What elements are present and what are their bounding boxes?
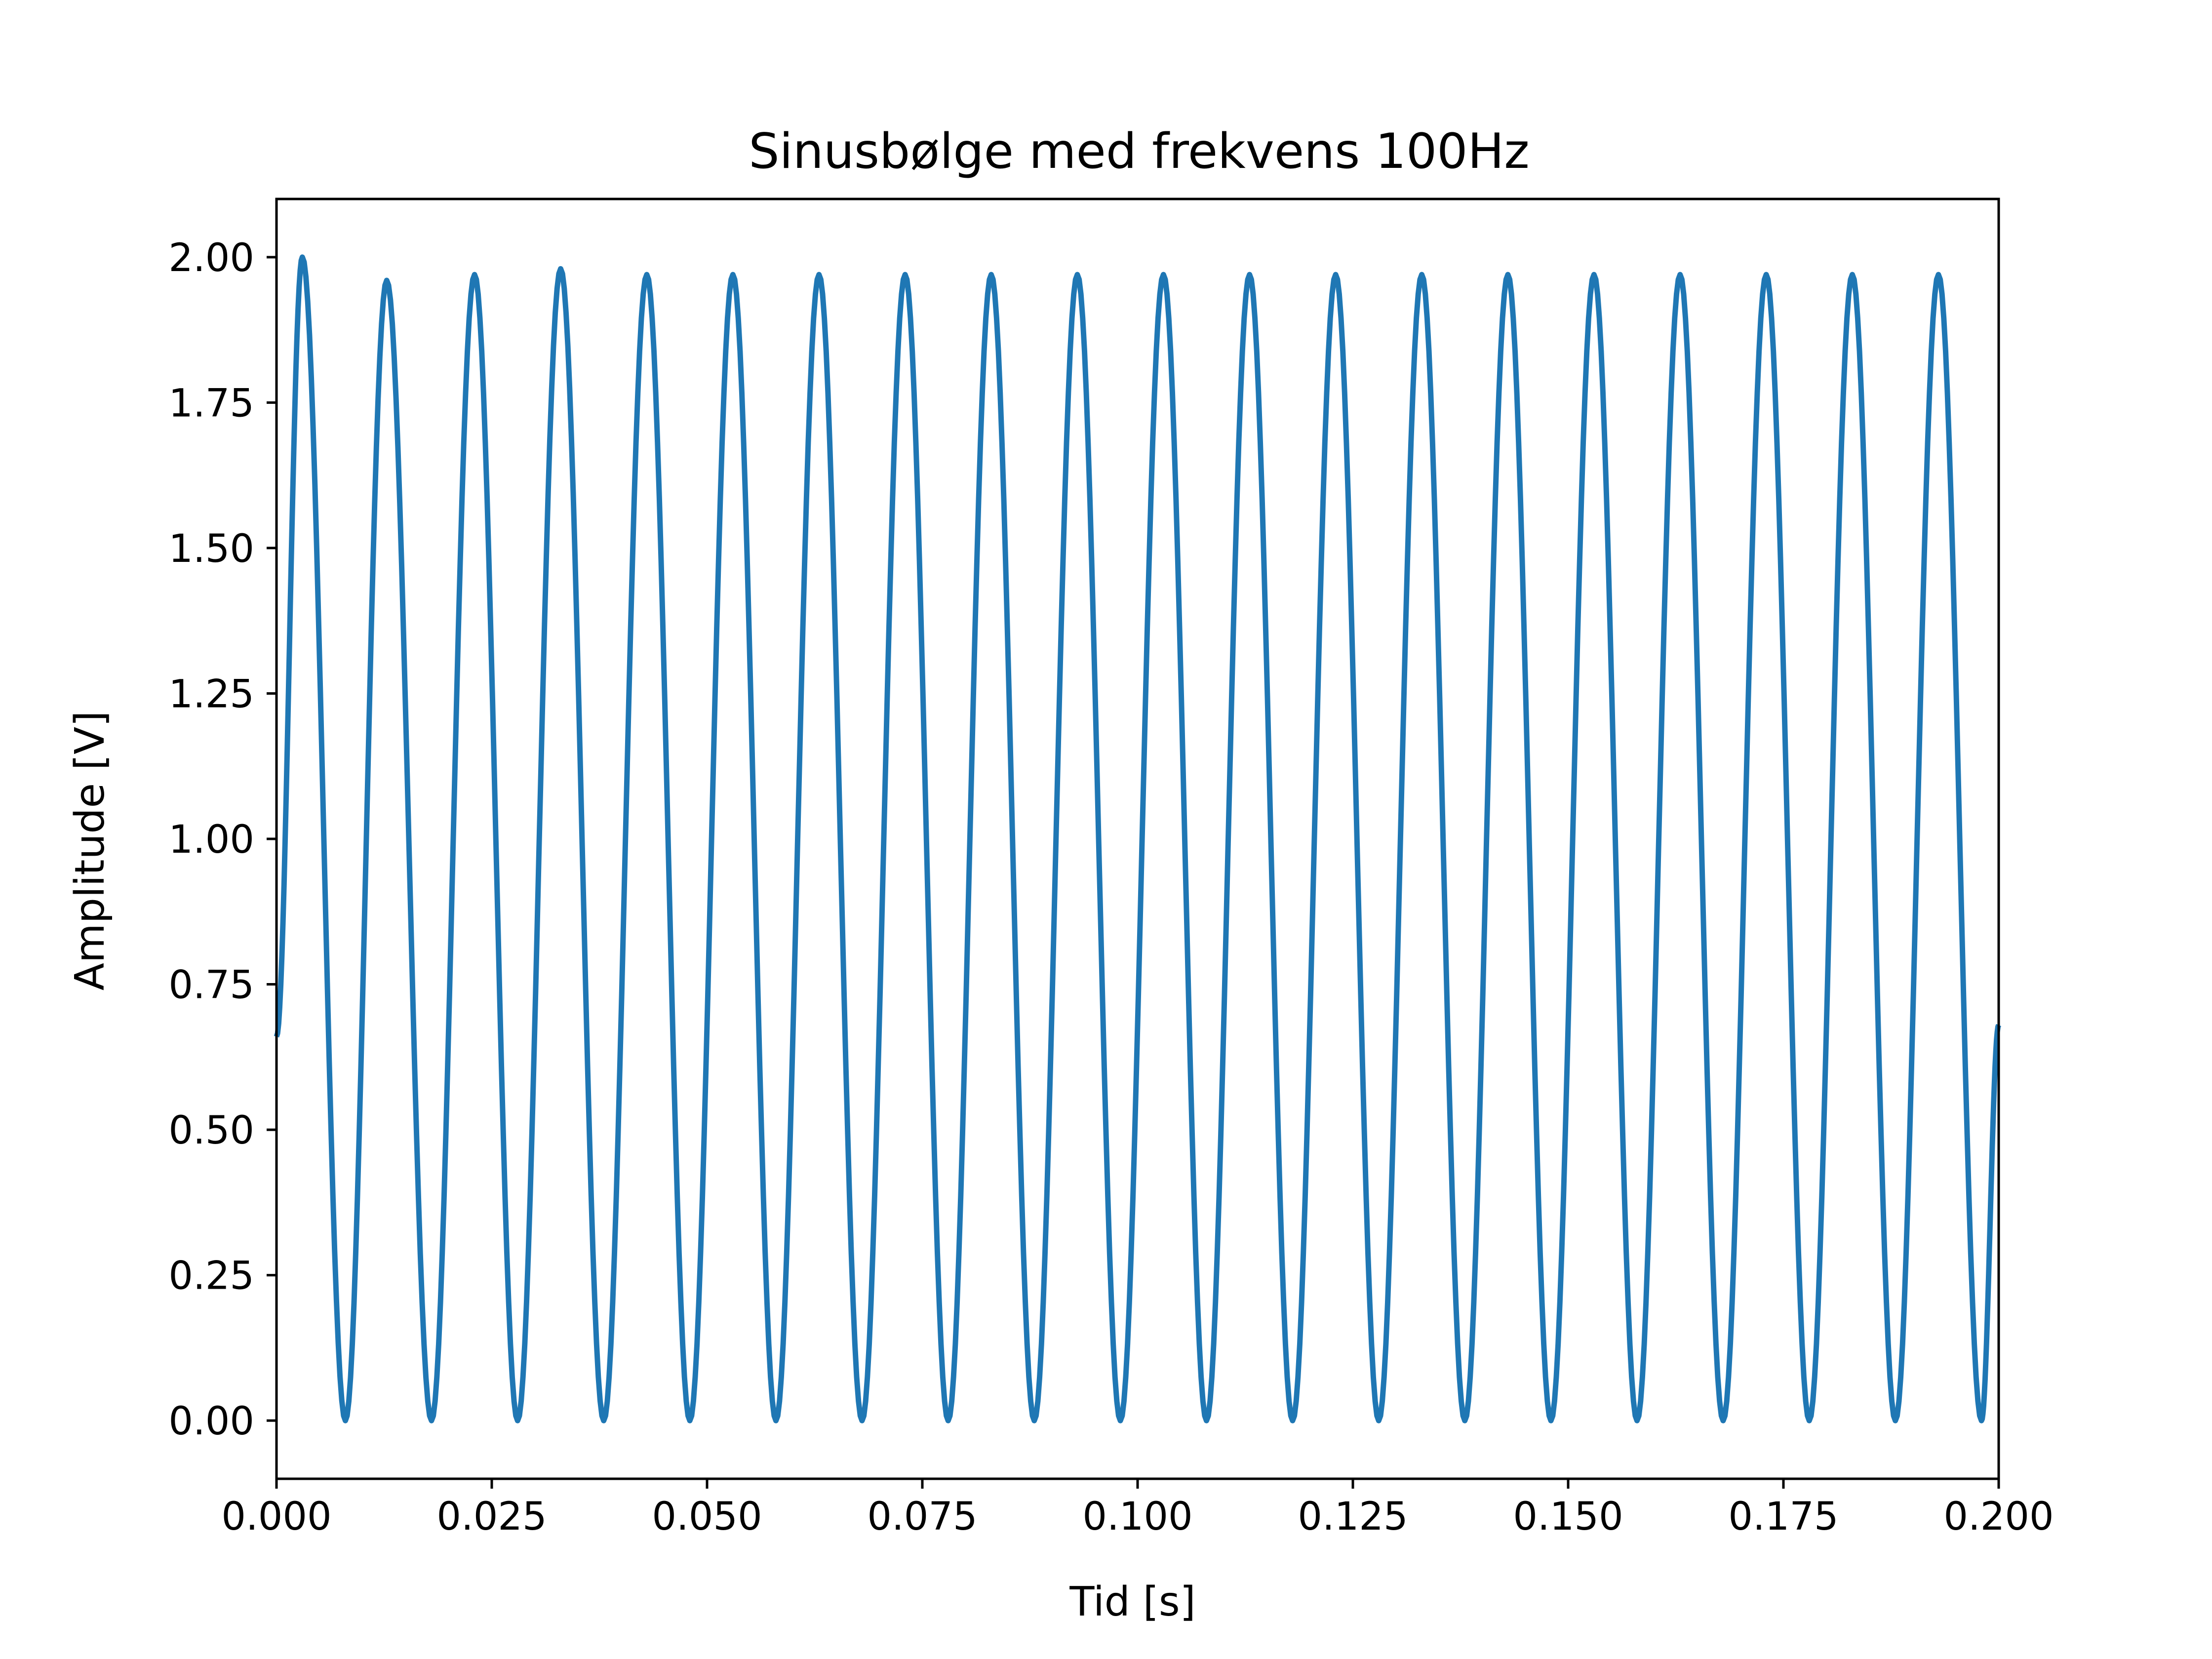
y-tick-label: 1.00 bbox=[168, 818, 254, 862]
x-tick-label: 0.125 bbox=[1298, 1495, 1408, 1539]
y-tick-label: 2.00 bbox=[168, 236, 254, 280]
chart-title: Sinusbølge med frekvens 100Hz bbox=[749, 123, 1529, 180]
y-axis-label: Amplitude [V] bbox=[67, 711, 114, 990]
x-tick-label: 0.000 bbox=[221, 1495, 331, 1539]
y-tick-label: 0.75 bbox=[168, 963, 254, 1008]
x-tick-label: 0.050 bbox=[652, 1495, 762, 1539]
x-axis: 0.000 0.025 0.050 0.075 0.100 0.125 0.150 0.175… bbox=[221, 1479, 2054, 1539]
y-tick-label: 0.25 bbox=[168, 1254, 254, 1299]
x-tick-label: 0.200 bbox=[1943, 1495, 2054, 1539]
y-tick-label: 1.25 bbox=[168, 672, 254, 716]
x-tick-label: 0.075 bbox=[867, 1495, 977, 1539]
x-tick-label: 0.150 bbox=[1513, 1495, 1623, 1539]
series-line bbox=[274, 254, 2002, 1423]
y-tick-label: 0.00 bbox=[168, 1399, 254, 1444]
x-axis-label: Tid [s] bbox=[1069, 1579, 1195, 1625]
y-tick-label: 1.50 bbox=[168, 527, 254, 571]
y-tick-label: 1.75 bbox=[168, 381, 254, 426]
x-tick-label: 0.100 bbox=[1082, 1495, 1192, 1539]
x-tick-label: 0.175 bbox=[1728, 1495, 1838, 1539]
y-tick-label: 0.50 bbox=[168, 1108, 254, 1153]
y-axis: 0.00 0.25 0.50 0.75 1.00 1.25 1.50 1.75 2.00 bbox=[168, 236, 276, 1444]
x-tick-label: 0.025 bbox=[436, 1495, 547, 1539]
